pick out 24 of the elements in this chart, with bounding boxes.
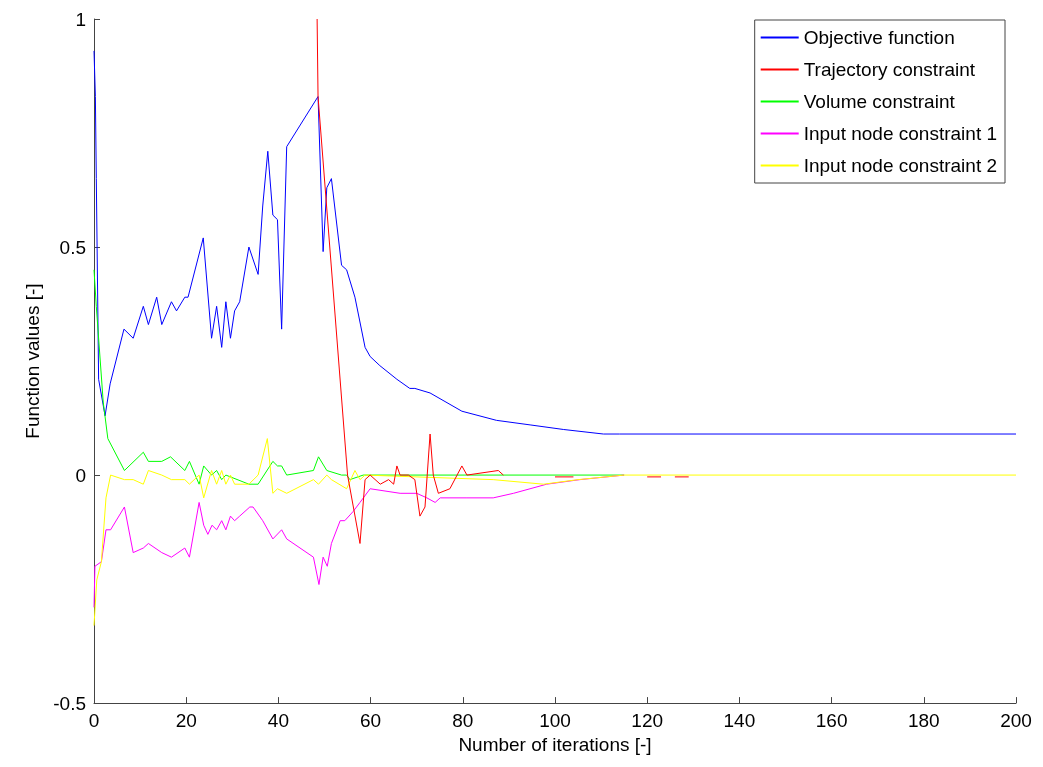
legend-label: Objective function [803,27,955,48]
x-tick-label: 80 [452,710,474,732]
line-series [93,438,1017,627]
y-tick-label: -0.5 [53,692,86,714]
y-axis-title: Function values [-] [22,283,43,439]
line-series [93,269,625,485]
y-tick-label: 0.5 [59,236,86,258]
x-tick-label: 40 [267,710,289,732]
legend-label: Input node constraint 2 [803,155,998,176]
x-tick-label: 60 [360,710,382,732]
x-tick-label: 200 [1000,710,1032,732]
x-tick-label: 100 [539,710,571,732]
x-tick-label: 120 [631,710,664,732]
x-tick-label: 180 [907,710,940,732]
legend-label: Trajectory constraint [803,59,976,80]
line-series [93,50,1017,435]
legend-label: Volume constraint [803,91,956,112]
x-tick-label: 20 [175,710,197,732]
y-tick-label: 0 [75,464,86,486]
y-tick-label: 1 [75,8,86,30]
legend-label: Input node constraint 1 [803,123,998,144]
x-tick-label: 140 [723,710,756,732]
x-tick-label: 160 [815,710,848,732]
x-axis-title: Number of iterations [-] [458,734,652,755]
